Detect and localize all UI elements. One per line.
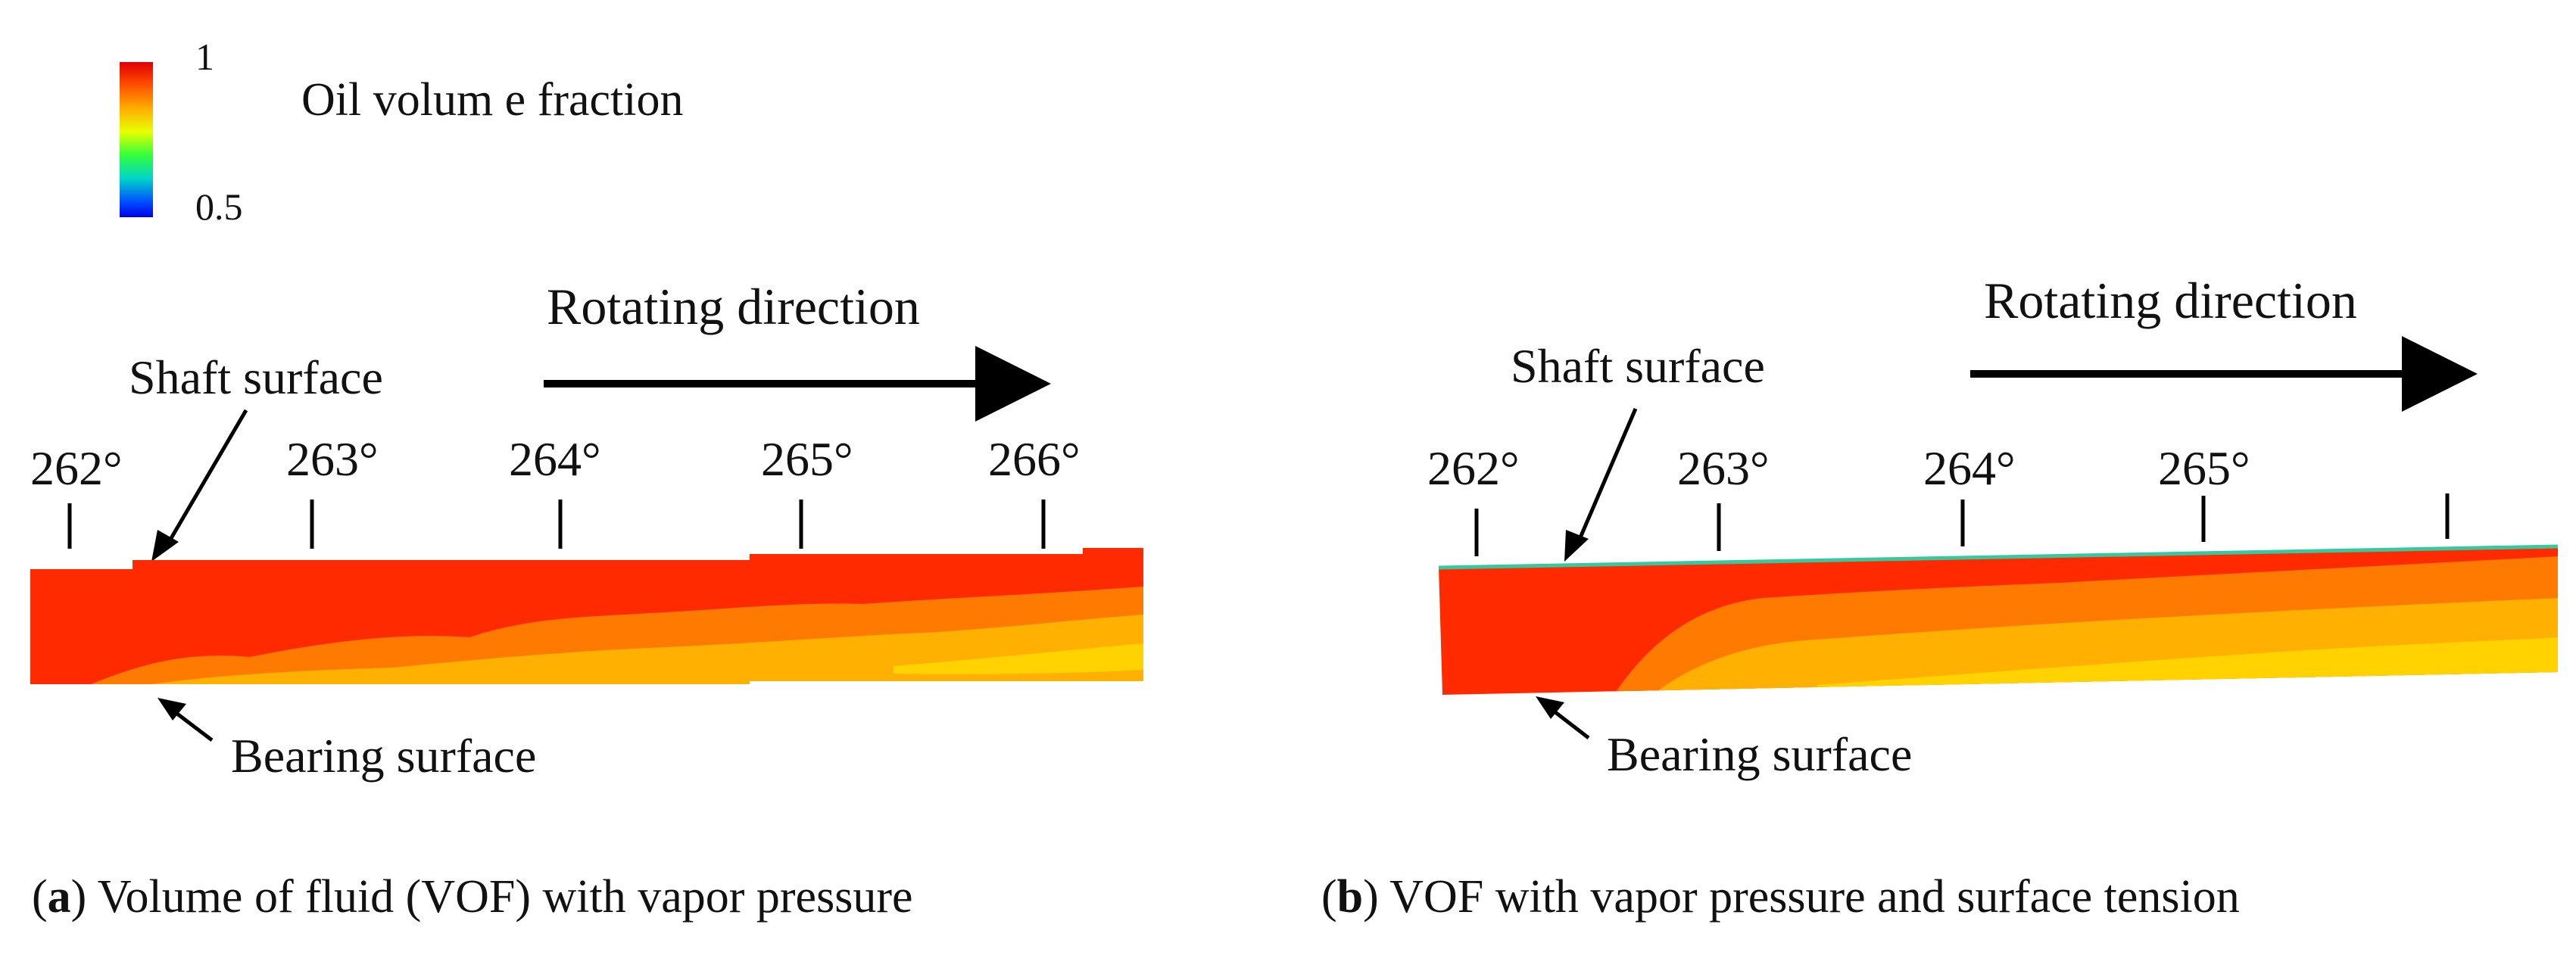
panel-a-caption-letter: a: [47, 871, 71, 923]
panel-b-caption: (b) VOF with vapor pressure and surface …: [1321, 870, 2240, 924]
panel-a-bearing-arrowhead: [157, 698, 186, 721]
legend-colorbar: [120, 62, 153, 217]
panel-b: Rotating direction Shaft surface 262° 26…: [1427, 272, 2559, 781]
panel-b-caption-text: VOF with vapor pressure and surface tens…: [1389, 871, 2240, 923]
panel-a-shaft-label: Shaft surface: [129, 350, 383, 404]
panel-b-shaft-label: Shaft surface: [1511, 339, 1765, 393]
panel-a-caption: (a) Volume of fluid (VOF) with vapor pre…: [32, 870, 912, 924]
color-legend: 1 0.5 Oil volum e fraction: [120, 36, 683, 228]
panel-b-shaft-pointer: [1576, 408, 1638, 542]
panel-a-angle-262: 262°: [30, 441, 123, 495]
panel-a-angle-264: 264°: [509, 432, 601, 486]
legend-title: Oil volum e fraction: [301, 74, 683, 126]
panel-a-ticks: [67, 500, 1046, 549]
panel-b-caption-close: ): [1363, 871, 1390, 923]
panel-b-rotating-label: Rotating direction: [1984, 272, 2357, 329]
panel-a-caption-text: Volume of fluid (VOF) with vapor pressur…: [97, 871, 913, 923]
panel-a-caption-open: (: [32, 871, 48, 923]
panel-a-bearing-pointer: [173, 710, 214, 742]
panel-a-rotating-label: Rotating direction: [547, 278, 920, 335]
panel-b-angle-262: 262°: [1427, 441, 1520, 495]
panel-b-angle-265: 265°: [2158, 441, 2250, 495]
legend-min-label: 0.5: [195, 185, 243, 228]
panel-b-angle-264: 264°: [1923, 441, 2016, 495]
panel-a-oil-field: [30, 548, 1143, 684]
legend-max-label: 1: [195, 36, 214, 78]
panel-a-field-lightest: [893, 643, 1143, 674]
panel-a-shaft-arrowhead: [151, 530, 179, 562]
panel-b-shaft-edge: [1438, 544, 2559, 570]
panel-b-oil-field: [1439, 546, 2558, 695]
panel-a-angle-263: 263°: [286, 432, 379, 486]
panel-b-bearing-label: Bearing surface: [1607, 727, 1912, 781]
panel-a-angle-265: 265°: [761, 432, 853, 486]
panel-a-caption-close: ): [70, 871, 98, 923]
panel-b-caption-open: (: [1321, 871, 1337, 923]
panel-b-shaft-arrowhead: [1564, 530, 1589, 562]
panel-b-ticks: [1474, 493, 2450, 556]
panel-a-bearing-label: Bearing surface: [231, 729, 536, 783]
panel-a-angle-266: 266°: [988, 432, 1081, 486]
panel-b-bearing-pointer: [1551, 708, 1590, 739]
panel-b-bearing-arrowhead: [1536, 696, 1564, 719]
panel-a: Rotating direction Shaft surface 262° 26…: [30, 278, 1143, 783]
panel-b-caption-letter: b: [1336, 871, 1364, 923]
panel-b-angle-263: 263°: [1677, 441, 1770, 495]
panel-a-shaft-pointer: [166, 409, 248, 545]
